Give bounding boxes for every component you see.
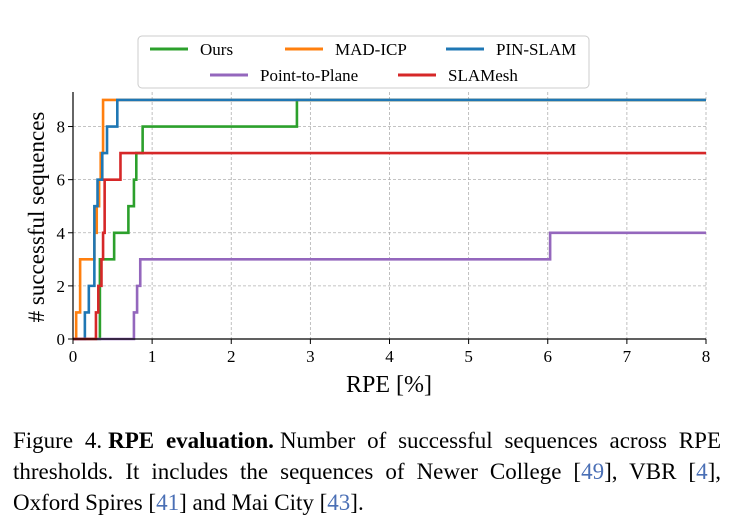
y-axis-label: # successful sequences [24,112,49,323]
x-tick-label: 1 [148,347,157,366]
x-tick-label: 3 [306,347,315,366]
x-axis-label: RPE [%] [346,372,432,398]
caption-text: ]. [350,490,364,515]
rpe-chart: 0 1 2 3 4 5 6 7 8 0 2 4 6 8 RPE [%] # successful sequ… [24,35,711,398]
series-lines [73,98,706,341]
y-tick-label: 4 [57,224,66,243]
legend-label: PIN-SLAM [496,40,576,59]
axes [68,92,707,344]
x-tick-label: 5 [464,347,473,366]
caption-title: RPE evaluation. [108,428,274,453]
citation-link[interactable]: 4 [696,459,708,484]
figure-caption: Figure 4. RPE evaluation. Number of succes… [13,425,721,518]
x-tick-label: 4 [385,347,394,366]
y-tick-label: 6 [57,171,66,190]
legend-label: SLAMesh [448,66,518,85]
caption-text: ], Oxford Spires [ [13,459,722,515]
legend-label: Point-to-Plane [260,66,358,85]
citation-link[interactable]: 41 [156,490,180,515]
legend-label: Ours [200,40,233,59]
x-tick-label: 2 [227,347,236,366]
series-line-slamesh [73,151,706,341]
citation-link[interactable]: 43 [327,490,351,515]
y-tick-label: 8 [57,118,66,137]
caption-label: Figure 4. [13,428,103,453]
x-tick-label: 0 [69,347,78,366]
caption-text: ], VBR [ [604,459,697,484]
grid-lines [72,92,707,340]
y-tick-label: 0 [57,330,66,349]
legend: Ours MAD-ICP PIN-SLAM Point-to-Plane SLAMesh [137,35,590,89]
tick-labels: 0 1 2 3 4 5 6 7 8 0 2 4 6 8 [57,118,711,366]
citation-link[interactable]: 49 [581,459,605,484]
series-line-pin-slam [73,98,706,341]
y-tick-label: 2 [57,277,66,296]
caption-text: ] and Mai City [ [179,490,328,515]
x-tick-label: 6 [544,347,553,366]
x-tick-label: 7 [623,347,632,366]
caption-text: Number of successful sequences across RP… [13,428,721,484]
legend-label: MAD-ICP [335,40,407,59]
x-tick-label: 8 [702,347,711,366]
